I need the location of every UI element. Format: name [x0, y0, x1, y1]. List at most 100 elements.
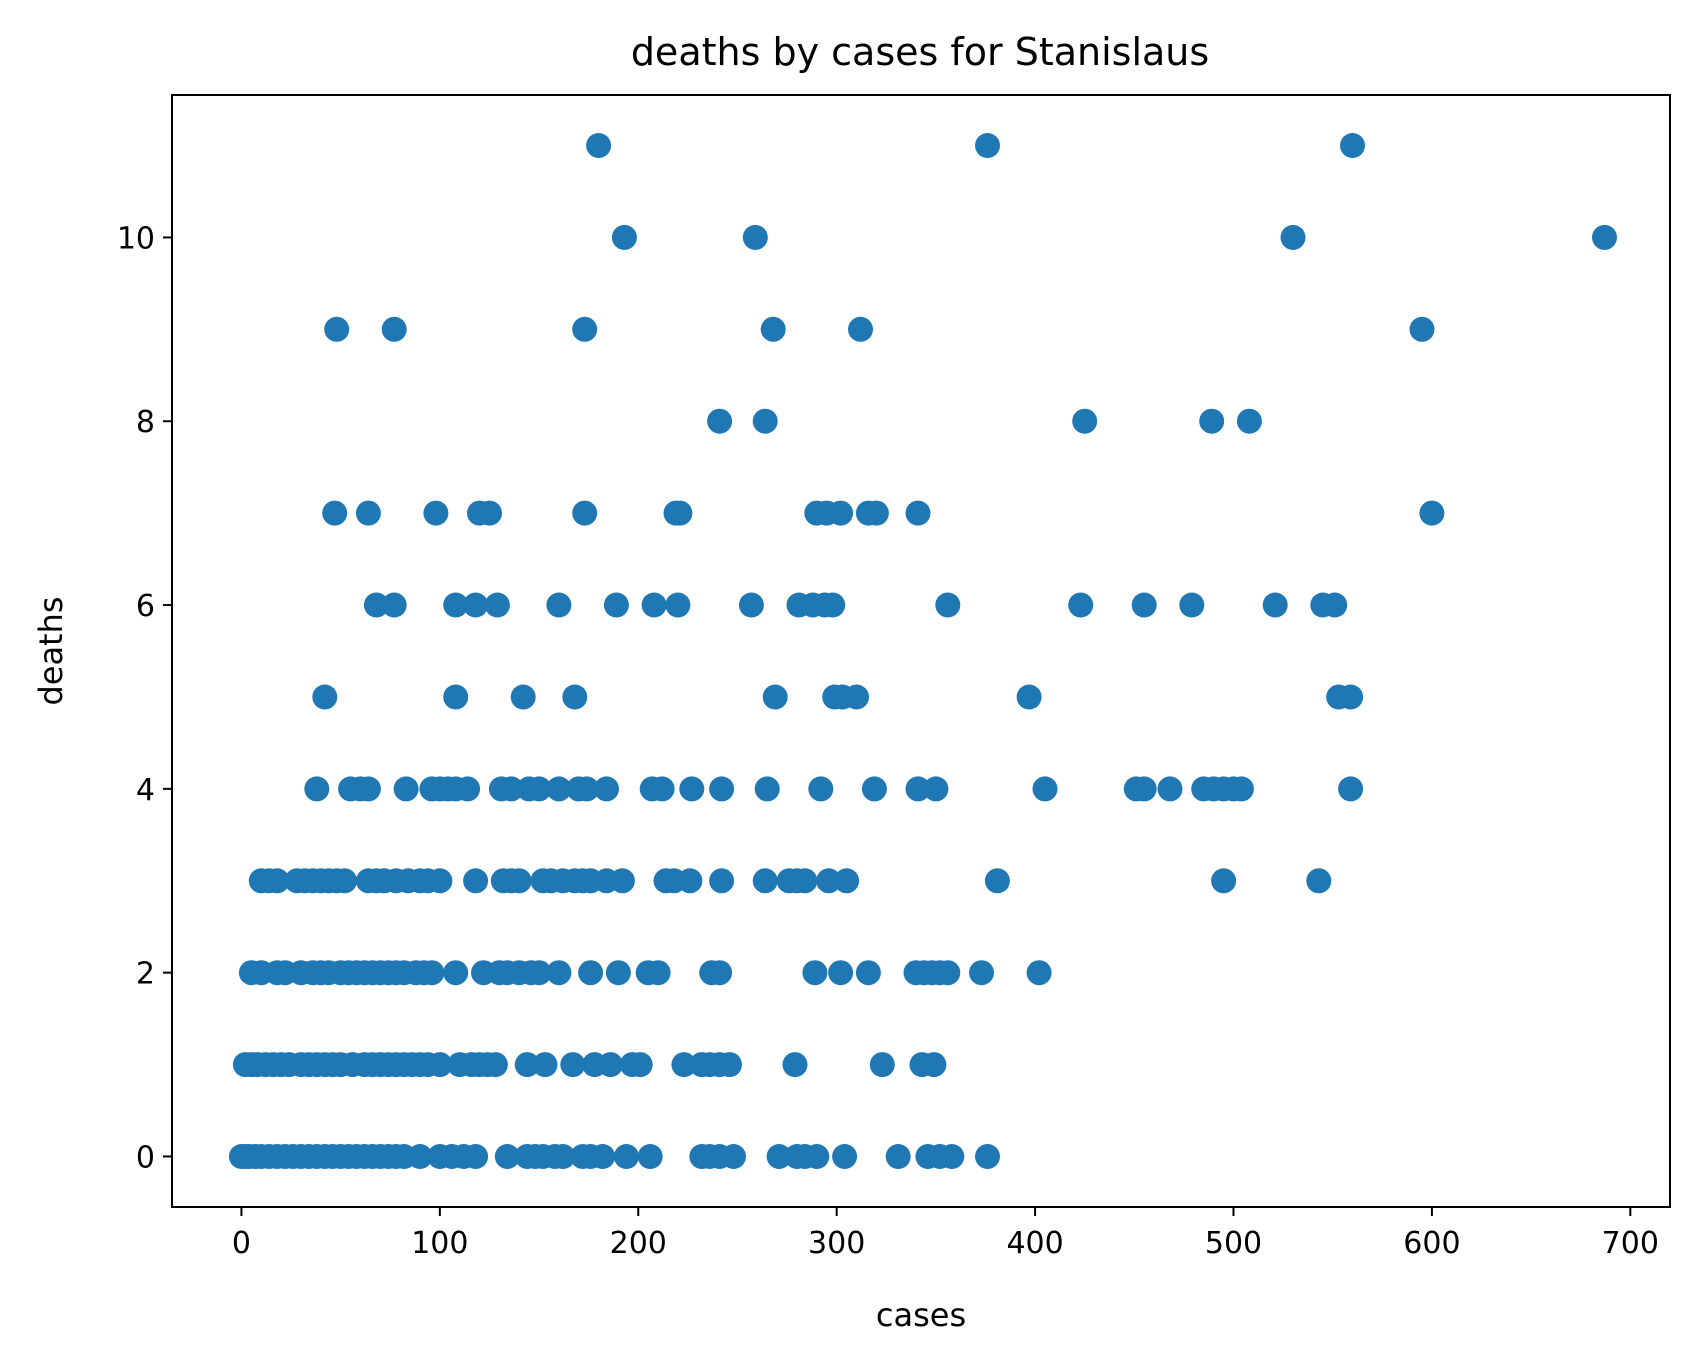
data-point [463, 1144, 489, 1169]
data-point [363, 592, 389, 618]
data-point [742, 224, 768, 250]
data-point [324, 316, 350, 342]
data-point [1179, 592, 1205, 618]
data-point [707, 960, 733, 986]
data-point [427, 1052, 453, 1078]
data-point [905, 776, 931, 802]
x-tick-label: 200 [610, 1226, 667, 1261]
data-point [921, 1052, 947, 1078]
data-point [975, 1144, 1000, 1169]
data-point [578, 960, 604, 986]
data-point [885, 1144, 911, 1169]
data-point [1157, 776, 1183, 802]
data-point [550, 1144, 576, 1169]
data-point [381, 316, 407, 342]
data-point [603, 592, 629, 618]
data-point [855, 960, 881, 986]
y-tick-label: 6 [136, 589, 155, 624]
data-point [665, 592, 691, 618]
data-point [645, 960, 671, 986]
data-point [1068, 592, 1094, 618]
data-point [802, 960, 828, 986]
data-point [613, 1144, 639, 1169]
data-point [869, 1052, 895, 1078]
data-point [546, 776, 572, 802]
y-tick-label: 10 [117, 221, 155, 256]
data-point [526, 960, 552, 986]
data-point [1016, 684, 1042, 710]
data-point [679, 776, 705, 802]
data-point [1409, 316, 1435, 342]
data-point [766, 1144, 792, 1169]
data-point [1199, 408, 1225, 434]
data-point [506, 868, 532, 894]
data-point [828, 960, 854, 986]
data-point [717, 1052, 742, 1078]
data-point [1236, 408, 1262, 434]
data-point [562, 684, 588, 710]
x-tick-label: 100 [411, 1226, 468, 1261]
data-point [526, 776, 552, 802]
x-tick-label: 300 [808, 1226, 865, 1261]
data-point [752, 868, 778, 894]
data-point [1131, 776, 1157, 802]
data-point [494, 1144, 520, 1169]
data-point [423, 500, 449, 526]
data-point [1338, 776, 1364, 802]
data-point [594, 776, 619, 802]
data-point [808, 776, 834, 802]
data-point [677, 868, 703, 894]
data-point [1026, 960, 1052, 986]
data-point [754, 776, 780, 802]
data-point [1306, 868, 1332, 894]
data-point [381, 592, 407, 618]
data-point [1262, 592, 1288, 618]
data-point [834, 868, 860, 894]
data-point [598, 1052, 623, 1078]
data-point [828, 500, 854, 526]
data-point [844, 684, 869, 710]
data-point [667, 500, 693, 526]
data-point [574, 776, 600, 802]
data-point [590, 1144, 616, 1169]
data-point [905, 500, 931, 526]
data-point [1338, 684, 1364, 710]
data-point [560, 1052, 586, 1078]
y-tick-label: 8 [136, 405, 155, 440]
data-point [463, 868, 489, 894]
data-point [709, 776, 735, 802]
data-point [586, 133, 612, 158]
data-point [804, 1144, 830, 1169]
data-point [1419, 500, 1445, 526]
data-point [721, 1144, 746, 1169]
data-point [332, 868, 358, 894]
data-point [832, 1144, 858, 1169]
data-point [792, 868, 818, 894]
data-point [752, 408, 778, 434]
data-point [1280, 224, 1306, 250]
data-point [463, 592, 489, 618]
data-point [707, 408, 733, 434]
data-point [975, 133, 1000, 158]
data-point [322, 500, 348, 526]
data-point [1228, 776, 1254, 802]
data-point [1592, 224, 1617, 250]
data-point [939, 1144, 965, 1169]
data-point [863, 500, 889, 526]
data-point [355, 776, 381, 802]
data-point [923, 776, 949, 802]
data-point [304, 776, 330, 802]
data-point [1322, 592, 1348, 618]
data-point [738, 592, 764, 618]
data-point [455, 776, 481, 802]
data-point [419, 960, 445, 986]
data-point [532, 1052, 558, 1078]
y-tick-label: 4 [136, 773, 155, 808]
data-point [482, 1052, 508, 1078]
data-point [984, 868, 1010, 894]
data-point [443, 960, 469, 986]
data-point [762, 684, 788, 710]
y-axis-ticks: 0 2 4 6 8 10 [117, 221, 172, 1175]
